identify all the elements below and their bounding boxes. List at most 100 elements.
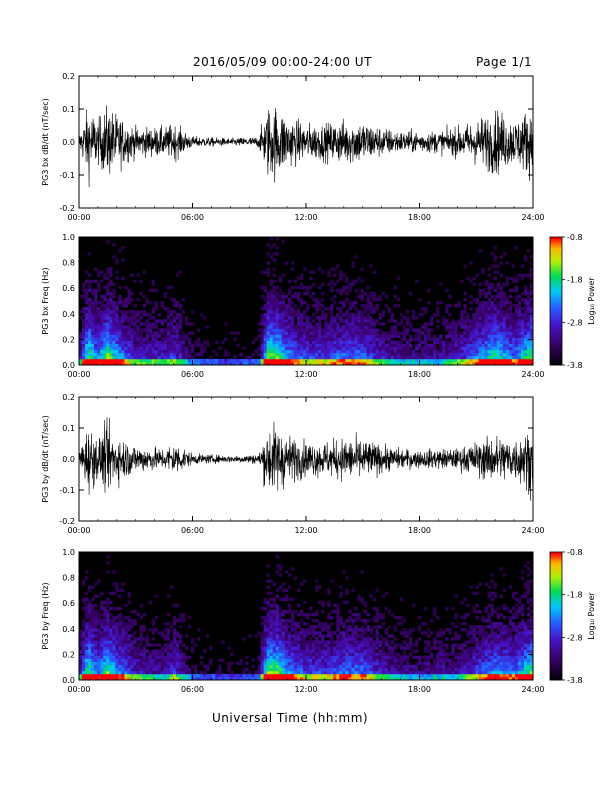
spectrogram-cell [490,334,494,338]
spectrogram-cell [478,340,482,344]
spectrogram-cell [345,297,349,302]
spectrogram-cell [97,667,101,672]
spectrogram-cell [121,340,125,344]
colorbar-swatch [550,288,562,291]
spectrogram-cell [514,325,519,329]
spectrogram-cell [360,361,364,366]
spectrogram-cell [94,637,98,641]
spectrogram-cell [136,661,140,666]
spectrogram-cell [366,643,370,647]
spectrogram-cell [106,334,110,338]
spectrogram-cell [360,661,364,666]
spectrogram-cell [248,676,252,681]
spectrogram-cell [151,622,155,626]
plot-frame [78,75,534,209]
spectrogram-cell [296,603,301,608]
spectrogram-cell [351,619,355,623]
spectrogram-cell [363,355,367,360]
spectrogram-cell [472,282,476,287]
spectrogram-cell [275,304,280,308]
spectrogram-cell [345,652,349,656]
spectrogram-cell [460,331,464,335]
spectrogram-cell [272,334,277,338]
spectrogram-cell [100,279,104,284]
spectrogram-cell [302,361,307,366]
spectrogram-cell [85,664,89,669]
spectrogram-cell [396,297,401,302]
spectrogram-cell [433,334,437,338]
spectrogram-cell [520,346,525,351]
spectrogram-cell [481,349,485,354]
spectrogram-cell [109,606,113,611]
spectrogram-cell [448,334,452,338]
spectrogram-cell [281,337,286,341]
spectrogram-cell [88,634,92,638]
spectrogram-cell [163,346,168,351]
spectrogram-cell [266,631,270,635]
spectrogram-cell [281,304,286,308]
spectrogram-cell [266,664,270,669]
spectrogram-cell [375,340,379,344]
spectrogram-cell [242,637,246,641]
spectrogram-cell [490,285,494,290]
spectrogram-cell [439,361,443,366]
spectrogram-cell [257,361,261,366]
spectrogram-cell [272,349,277,354]
spectrogram-cell [94,631,98,635]
spectrogram-cell [139,625,143,629]
spectrogram-cell [263,643,267,647]
spectrogram-cell [278,304,283,308]
spectrogram-cell [312,619,316,623]
spectrogram-cell [445,655,449,659]
spectrogram-cell [82,313,86,317]
spectrogram-cell [275,246,280,250]
spectrogram-cell [315,637,319,641]
spectrogram-cell [372,291,376,296]
spectrogram-cell [321,349,325,354]
spectrogram-cell [306,331,310,335]
spectrogram-cell [142,664,146,669]
spectrogram-cell [333,358,337,363]
spectrogram-cell [178,664,183,669]
spectrogram-cell [357,597,361,602]
spectrogram-cell [445,340,449,344]
spectrogram-cell [324,658,328,663]
spectrogram-cell [275,555,280,559]
spectrogram-cell [454,358,458,363]
spectrogram-cell [94,349,98,354]
spectrogram-cell [175,655,180,659]
spectrogram-cell [324,655,328,659]
spectrogram-cell [336,340,340,344]
spectrogram-cell [454,328,458,332]
spectrogram-cell [439,643,443,647]
spectrogram-cell [94,340,98,344]
spectrogram-cell [327,307,331,311]
spectrogram-cell [433,358,437,363]
spectrogram-cell [529,325,534,329]
spectrogram-cell [145,361,149,366]
spectrogram-cell [121,631,125,635]
spectrogram-cell [387,609,392,614]
spectrogram-cell [106,331,110,335]
spectrogram-cell [227,667,231,672]
spectrogram-cell [402,328,407,332]
spectrogram-cell [88,622,92,626]
spectrogram-cell [278,628,283,632]
spectrogram-cell [396,652,401,656]
spectrogram-cell [106,570,110,574]
spectrogram-cell [399,658,404,663]
spectrogram-cell [387,340,392,344]
spectrogram-cell [520,355,525,360]
spectrogram-cell [345,625,349,629]
spectrogram-cell [363,622,367,626]
spectrogram-cell [281,588,286,592]
spectrogram-cell [299,676,304,681]
spectrogram-cell [299,276,304,280]
spectrogram-cell [91,331,95,335]
y-axis-label: PG3 bx Freq (Hz) [41,267,50,334]
spectrogram-cell [284,358,289,363]
spectrogram-cell [142,673,146,678]
spectrogram-cell [402,631,407,635]
spectrogram-cell [136,649,140,653]
spectrogram-cell [302,343,307,348]
